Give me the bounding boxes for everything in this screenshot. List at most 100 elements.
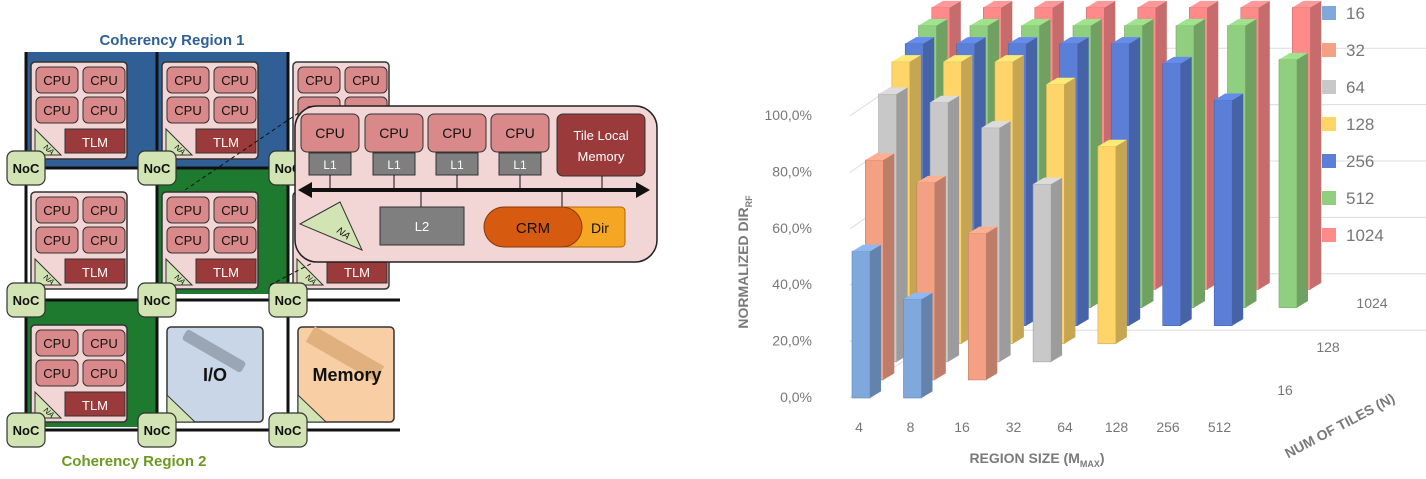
depth-tick-label: 128 [1316,339,1340,355]
detail-cpu-label: CPU [505,125,535,141]
legend-swatch [1322,43,1336,57]
cpu-label: CPU [90,203,117,218]
cpu-label: CPU [43,336,70,351]
bar [1213,93,1244,326]
cpu-core [35,359,79,387]
cpu-label: CPU [90,103,117,118]
noc-label: NoC [144,161,171,176]
noc-router: NoC [137,282,177,318]
cpu-core [166,226,210,254]
cpu-core [166,196,210,224]
cpu-core [82,66,126,94]
cpu-label: CPU [174,73,201,88]
legend-label: 512 [1346,189,1374,208]
region1-label: Coherency Region 1 [99,32,244,49]
cpu-core [344,66,388,94]
cpu-core [82,226,126,254]
callout-line-top [184,111,301,191]
bar [1097,139,1127,345]
cpu-label: CPU [43,103,70,118]
memory-chip-icon [305,326,385,382]
chart-bars [851,0,1322,399]
cpu-core [166,66,210,94]
l1-label: L1 [387,158,401,172]
tlm-label: TLM [213,265,239,280]
bar [851,244,881,399]
cpu-label: CPU [174,233,201,248]
tlm-box [64,391,126,417]
cpu-core [213,196,257,224]
noc-router: NoC [137,412,177,448]
noc-label: NoC [13,423,40,438]
cpu-label: CPU [352,73,379,88]
crm-label: CRM [516,220,550,237]
na-triangle [165,257,194,286]
cpu-label: CPU [90,233,117,248]
tlm-label: TLM [82,398,108,413]
y-axis-title: NORMALIZED DIRRF [735,195,754,329]
legend-swatch [1322,80,1336,94]
na-triangle [34,257,63,286]
na-triangle [165,127,194,156]
legend-swatch [1322,6,1336,20]
region2-label: Coherency Region 2 [61,453,206,470]
cpu-label: CPU [43,233,70,248]
x-tick-label: 512 [1208,419,1232,435]
detail-cpu-label: CPU [315,125,345,141]
legend-label: 16 [1346,4,1365,23]
architecture-diagram: Coherency Region 1 Coherency Region 2 CP… [6,32,658,470]
y-tick-label: 60,0% [772,220,812,236]
noc-label: NoC [13,293,40,308]
cpu-core [35,196,79,224]
cpu-label: CPU [174,203,201,218]
bar [967,226,998,381]
detail-cpu-label: CPU [442,125,472,141]
depth-tick-labels: 16 128 1024 [1277,295,1388,398]
z-axis-title: NUM OF TILES (N) [1282,390,1397,461]
cpu-core [35,66,79,94]
cpu-label: CPU [174,103,201,118]
cpu-core [82,196,126,224]
cpu-label: CPU [43,203,70,218]
y-axis-title-sub: RF [744,195,754,207]
detail-cpu [490,113,550,153]
l2-label: L2 [415,219,429,234]
cpu-core [166,96,210,124]
bar [903,292,933,399]
tlm-box [195,258,257,284]
y-tick-label: 80,0% [772,163,812,179]
callout-line-bottom [269,257,323,286]
tlm-label: TLM [213,135,239,150]
noc-router: NoC [137,150,177,186]
cpu-core [213,96,257,124]
legend-label: 128 [1346,115,1374,134]
y-tick-label: 40,0% [772,276,812,292]
cpu-label: CPU [43,366,70,381]
crm-box [483,206,583,248]
depth-tick-label: 1024 [1356,295,1387,311]
y-tick-label: 100,0% [765,107,812,123]
cpu-core [82,96,126,124]
na-triangle [34,390,63,419]
cpu-core [82,359,126,387]
noc-router: NoC [268,282,308,318]
legend-label: 32 [1346,41,1365,60]
dir-rf-bar-chart: 0,0%20,0%40,0%60,0%80,0%100,0% 4 8 16 32 64 1… [735,0,1426,469]
y-tick-labels: 0,0% 20,0% 40,0% 60,0% 80,0% 100,0% [765,107,812,405]
cpu-core [213,66,257,94]
noc-label: NoC [13,161,40,176]
x-tick-label: 16 [954,419,970,435]
na-triangle [296,257,325,286]
detail-cpu [300,113,360,153]
cpu-label: CPU [43,73,70,88]
dir-label: Dir [591,220,609,236]
tlm-box [326,258,388,284]
legend-label: 64 [1346,78,1365,97]
chart-legend: 16 32 64 128 256 512 1024 [1322,4,1384,245]
l2-cache-box [379,206,465,246]
legend-swatch [1322,154,1336,168]
